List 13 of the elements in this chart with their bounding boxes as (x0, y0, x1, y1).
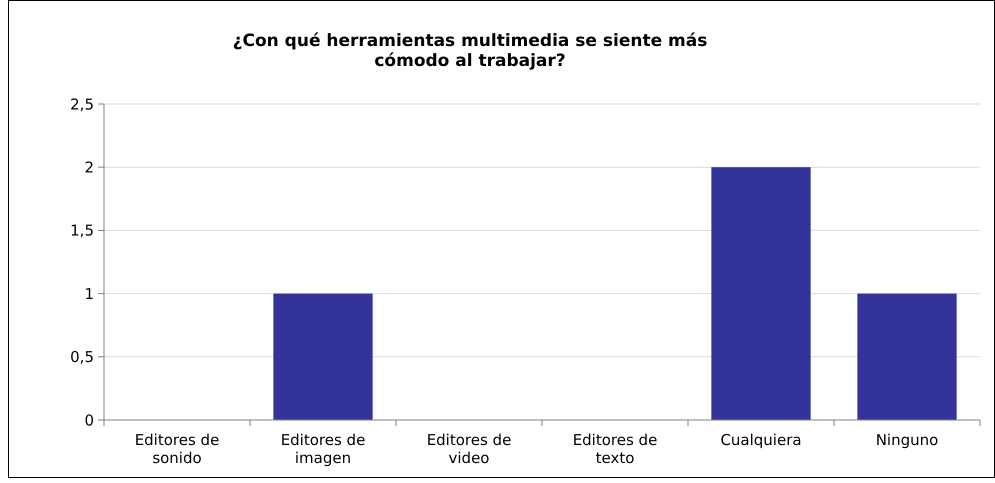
chart-title: ¿Con qué herramientas multimedia se siente más cómodo al trabajar? (232, 31, 708, 71)
x-tick-label: Editores de imagen (280, 431, 366, 467)
y-tick-label: 1 (84, 284, 94, 303)
y-tick-label: 0,5 (70, 348, 94, 366)
y-tick-label: 1,5 (70, 222, 94, 240)
y-tick-label: 2 (84, 158, 94, 176)
x-tick-label: Editores de texto (572, 431, 658, 467)
y-tick-label: 0 (84, 411, 94, 430)
x-tick-label: Editores de video (426, 431, 512, 467)
y-tick-label: 2,5 (70, 95, 94, 114)
x-tick-label: Ninguno (876, 431, 938, 449)
x-tick-label: Editores de sonido (134, 431, 220, 467)
x-tick-label: Cualquiera (720, 431, 802, 449)
